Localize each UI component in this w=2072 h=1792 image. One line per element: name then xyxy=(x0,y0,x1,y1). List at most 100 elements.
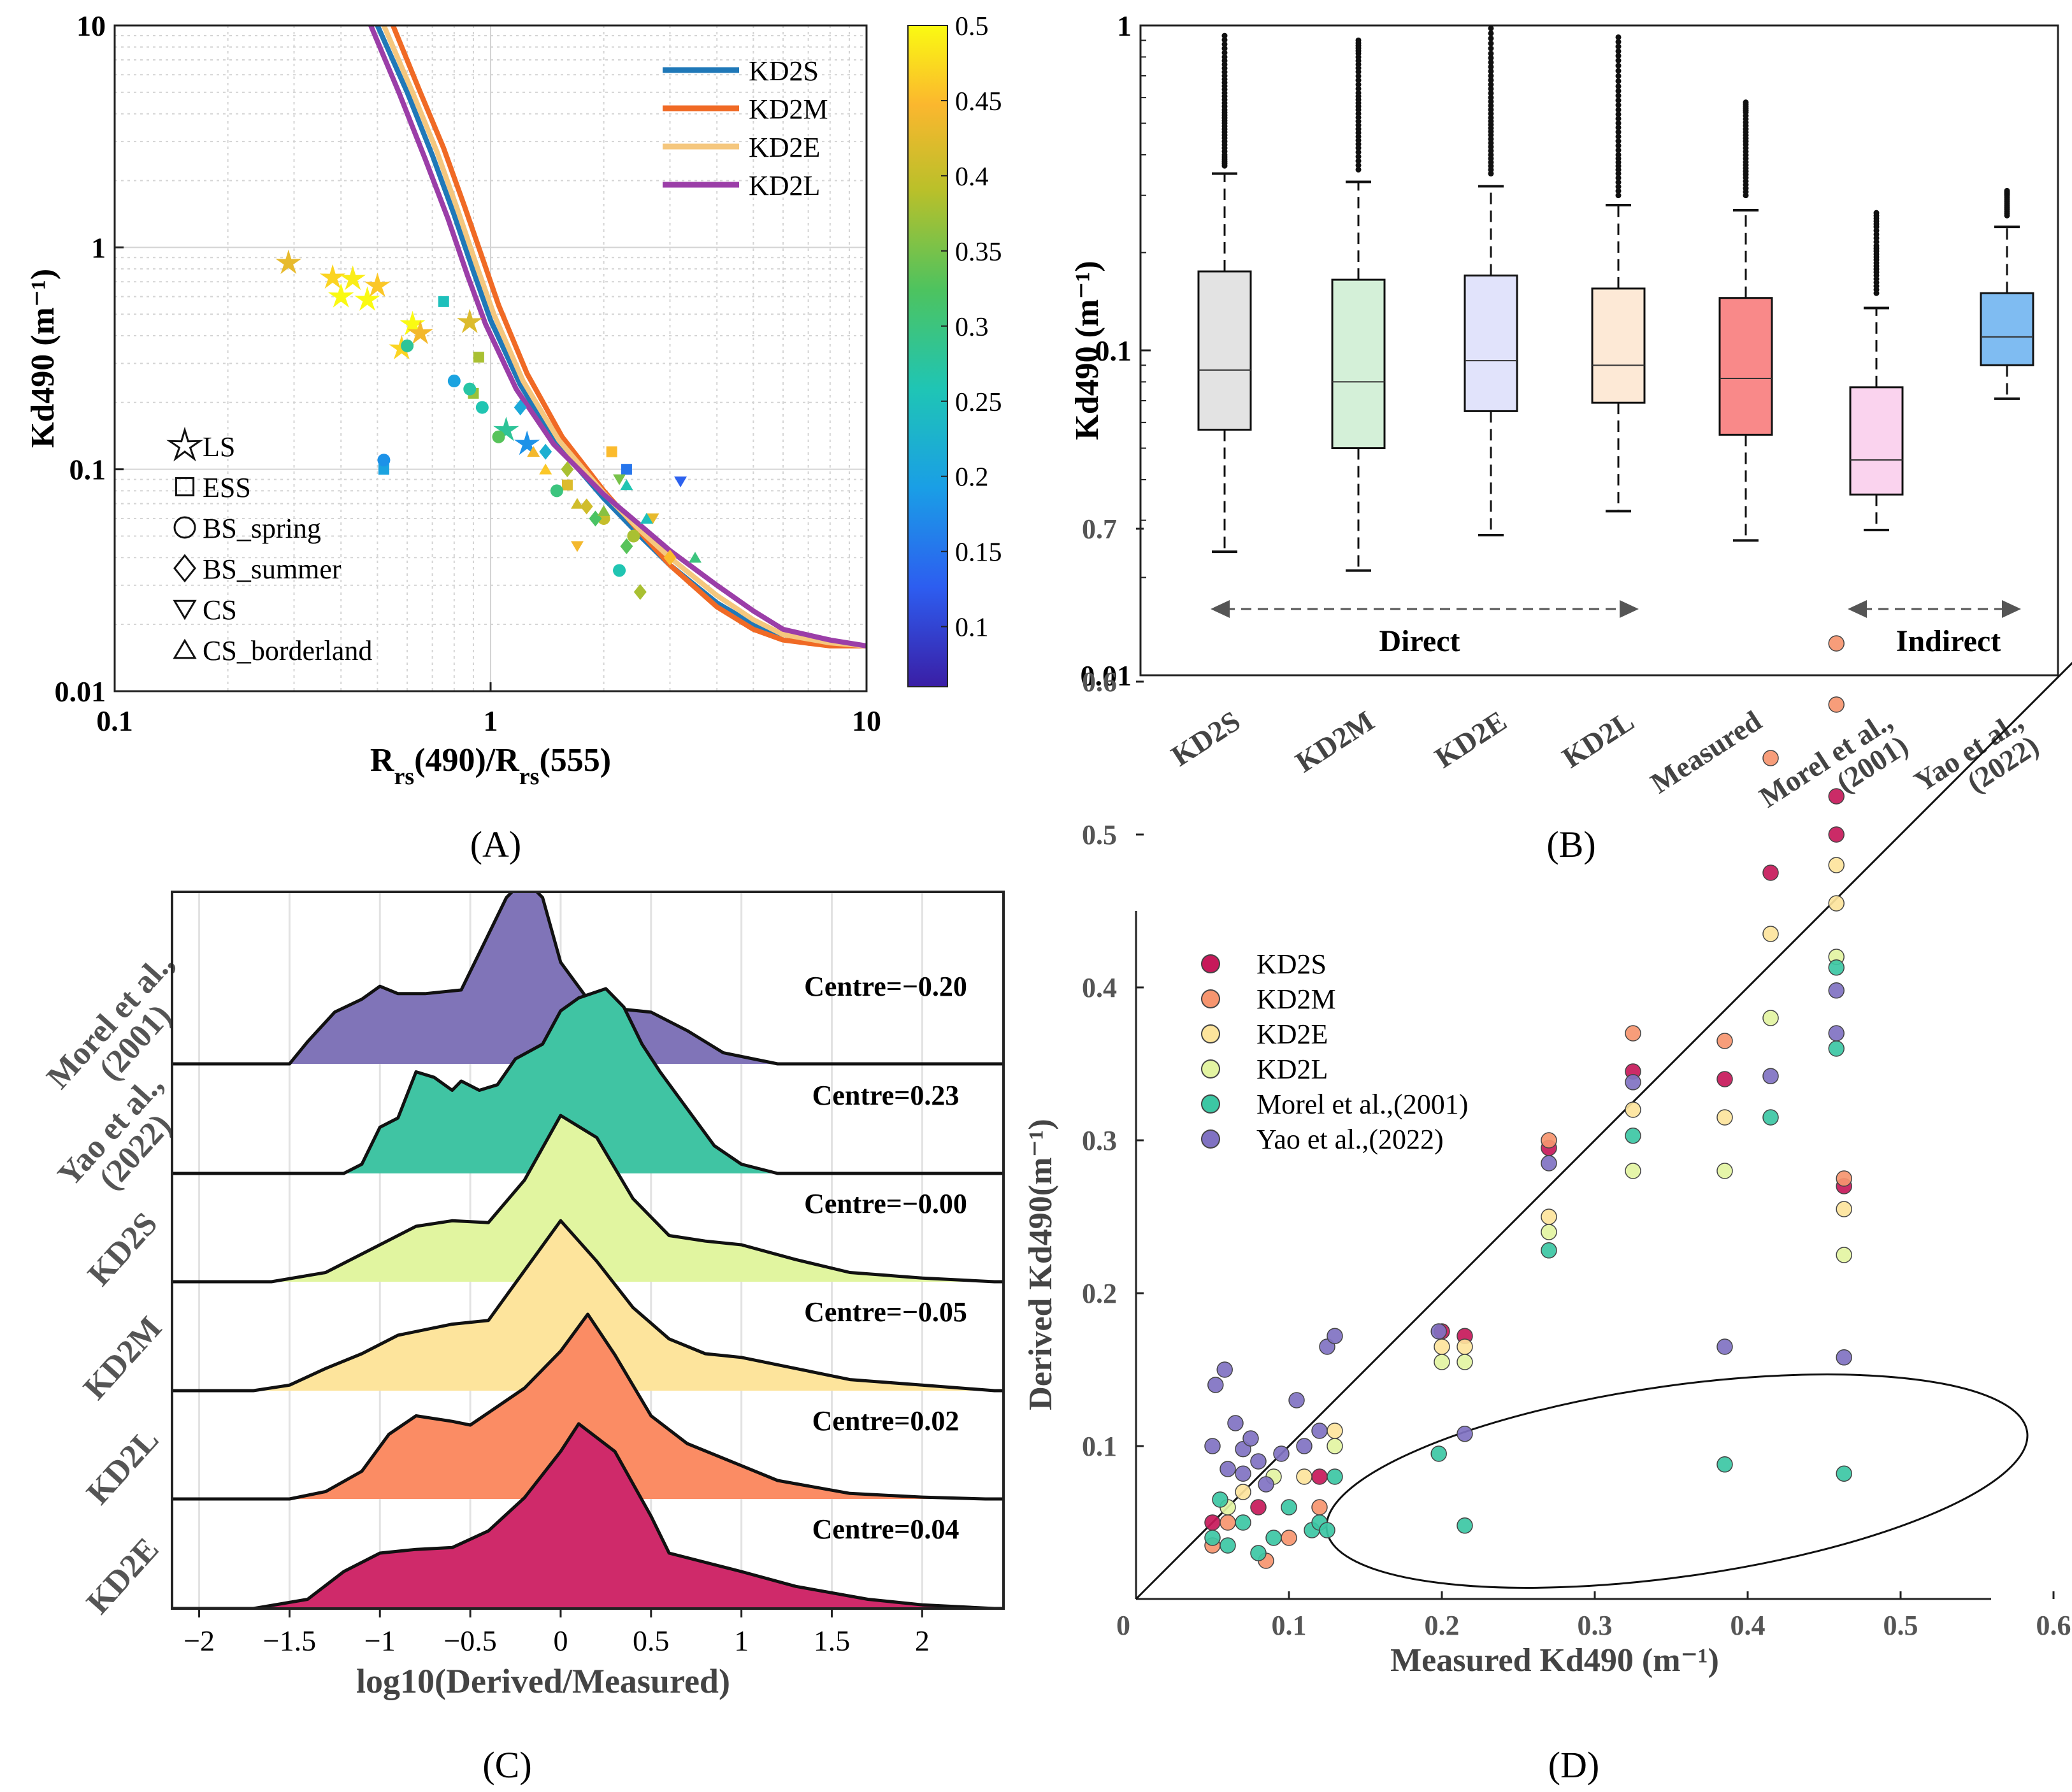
outlier-point xyxy=(1488,30,1494,36)
outlier-point xyxy=(1615,143,1622,149)
data-point xyxy=(1204,1530,1221,1546)
one-to-one-line xyxy=(1135,661,2072,1600)
ridge-outline-4 xyxy=(172,1219,1004,1393)
data-point-tri_up xyxy=(597,505,610,516)
box-iqr xyxy=(1718,297,1773,436)
legend-marker-d xyxy=(1201,1059,1220,1079)
data-point xyxy=(1327,1468,1343,1485)
outlier-point xyxy=(1488,94,1494,101)
x-category-line: KD2M xyxy=(1290,705,1379,779)
data-point xyxy=(1828,635,1845,652)
outlier-point xyxy=(1488,110,1494,117)
y-tick-label-d: 0.6 xyxy=(1082,666,1117,698)
x-axis-label-part: R xyxy=(370,742,395,778)
data-point xyxy=(1625,1025,1641,1042)
outlier-point xyxy=(1355,158,1362,164)
y-tick-label-b: 0.01 xyxy=(1081,659,1132,692)
outlier-point xyxy=(1488,144,1494,150)
legend-label-marker: BS_summer xyxy=(203,554,342,585)
outlier-point xyxy=(1615,115,1622,122)
legend-marker-d xyxy=(1201,954,1220,973)
centre-label-3: Centre=−0.00 xyxy=(804,1188,967,1219)
data-point xyxy=(1716,1033,1733,1049)
x-axis-label-part: rs xyxy=(519,763,540,790)
data-point xyxy=(1828,895,1845,912)
y-axis-label-d: Derived Kd490(m⁻¹) xyxy=(1023,1119,1059,1410)
data-point xyxy=(1541,1132,1557,1149)
outlier-point xyxy=(1615,129,1622,135)
legend-marker-d xyxy=(1201,1024,1220,1043)
x-tick-label-c: −1.5 xyxy=(263,1624,316,1657)
panel-label-c: (C) xyxy=(482,1744,531,1786)
data-point xyxy=(1457,1338,1473,1355)
data-point xyxy=(1836,1465,1852,1482)
ridge-fill-6 xyxy=(172,1424,1004,1609)
centre-label-2: Centre=0.23 xyxy=(812,1080,960,1111)
data-point xyxy=(1541,1208,1557,1225)
outlier-point xyxy=(1488,136,1494,142)
curve-kd2m xyxy=(391,25,867,649)
curve-kd2l xyxy=(368,25,867,649)
indirect-arrow-head-right xyxy=(2002,600,2021,618)
row-label-line: KD2S xyxy=(81,1205,164,1293)
data-point xyxy=(1281,1530,1297,1546)
data-point xyxy=(1265,1530,1282,1546)
boxplot-2 xyxy=(1331,37,1386,572)
outlier-point xyxy=(1615,68,1622,74)
data-point-diamond xyxy=(663,549,677,566)
colorbar-tick-label: 0.45 xyxy=(955,87,1002,117)
data-point-star xyxy=(275,249,301,275)
outlier-point xyxy=(1488,82,1494,88)
x-category-label-b: Measured xyxy=(1644,704,1767,799)
y-tick-label-b: 0.1 xyxy=(1095,334,1132,367)
data-point xyxy=(1762,750,1779,766)
ridge-fill-2 xyxy=(172,989,1004,1173)
data-point-tri_up xyxy=(539,463,552,475)
box-iqr xyxy=(1331,278,1386,450)
data-point xyxy=(1204,1438,1221,1454)
legend-label-d: KD2M xyxy=(1256,984,1336,1015)
ridge-outline-2 xyxy=(172,987,1004,1175)
outlier-point xyxy=(1355,85,1362,92)
outlier-point xyxy=(1355,73,1362,79)
boxplot-4 xyxy=(1591,34,1646,513)
colorbar-tick-label: 0.25 xyxy=(955,388,1002,417)
outlier-point xyxy=(1488,140,1494,146)
legend-label-d: KD2S xyxy=(1256,949,1327,980)
colorbar-tick-label: 0.4 xyxy=(955,162,989,192)
outlier-point xyxy=(1488,115,1494,121)
data-point xyxy=(1204,1514,1221,1531)
row-label-line: KD2M xyxy=(76,1310,169,1407)
box-iqr xyxy=(1980,292,2034,366)
outlier-point xyxy=(1488,90,1494,96)
data-point xyxy=(1219,1537,1236,1554)
outlier-point xyxy=(1615,133,1622,140)
outlier-point xyxy=(1615,152,1622,158)
data-point-circle xyxy=(613,564,626,577)
annotation-indirect: Indirect xyxy=(1896,624,2001,658)
data-point xyxy=(1311,1423,1328,1439)
outlier-point xyxy=(1355,77,1362,83)
x-tick-label-c: 0.5 xyxy=(633,1624,670,1657)
x-category-line: KD2S xyxy=(1165,705,1246,773)
outlier-point xyxy=(1221,41,1228,47)
data-point xyxy=(1327,1328,1343,1344)
data-point-square xyxy=(606,446,617,457)
data-point xyxy=(1762,1068,1779,1084)
outlier-point xyxy=(1488,77,1494,83)
legend-label-marker: CS_borderland xyxy=(203,635,372,666)
data-point xyxy=(1434,1338,1450,1355)
colorbar-tick-label: 0.3 xyxy=(955,313,989,342)
outlier-point xyxy=(1615,179,1622,185)
ridge-fill-1 xyxy=(172,892,1004,1064)
direct-arrow-head-right xyxy=(1620,600,1639,618)
outlier-point xyxy=(1355,82,1362,88)
colorbar-tick-label: 0.35 xyxy=(955,238,1002,267)
y-tick-label-a: 10 xyxy=(76,10,106,42)
row-label-c: KD2L xyxy=(80,1421,166,1511)
data-point xyxy=(1242,1430,1259,1447)
x-tick-label-d: 0 xyxy=(1116,1610,1130,1641)
outlier-point xyxy=(1615,62,1622,69)
outlier-point xyxy=(1488,55,1494,61)
